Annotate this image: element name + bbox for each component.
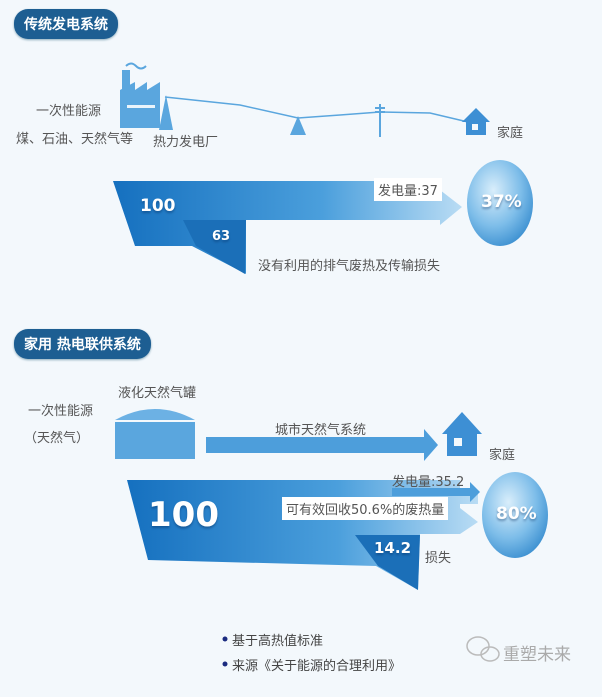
home-label: 家庭 [497,126,524,141]
recovered-label: 可有效回收50.6%的废热量 [282,497,449,520]
input-value: 100 [140,196,176,216]
gas-grid-arrow [206,429,438,461]
wechat-icon [466,636,500,662]
house-icon [442,412,482,456]
fuel-label: （天然气） [24,431,90,446]
tower-icon [290,116,306,135]
loss-label: 没有利用的排气废热及传输损失 [258,259,441,274]
tank-label: 液化天然气罐 [118,386,197,401]
section-title-traditional: 传统发电系统 [14,9,118,39]
home-label: 家庭 [489,448,516,463]
power-arrow [392,482,480,502]
input-flow-band [113,181,462,274]
note: 基于高热值标准 [232,634,324,649]
loss-value: 14.2 [374,539,412,557]
efficiency-circle [467,160,533,246]
watermark: 重塑未来 [503,645,571,665]
output-label: 发电量:37 [374,178,442,201]
fuels-label: 煤、石油、天然气等 [16,132,134,147]
output-label: 发电量:35.2 [392,475,465,490]
gas-grid-label: 城市天然气系统 [275,423,367,438]
section-title-chp: 家用 热电联供系统 [14,329,151,359]
pole-icon [375,104,385,137]
loss-flow-band [355,535,420,590]
loss-label: 损失 [425,551,452,566]
bullet-icon [222,661,228,667]
input-value: 100 [148,495,219,535]
loss-value: 63 [212,229,231,244]
plant-label: 热力发电厂 [153,135,219,150]
efficiency-value: 80% [496,504,537,524]
factory-icon [120,62,160,128]
loss-flow-band [183,220,246,274]
primary-energy-label: 一次性能源 [36,104,102,119]
primary-energy-label: 一次性能源 [28,404,94,419]
note: 来源《关于能源的合理利用》 [232,659,402,674]
power-line [164,96,469,123]
house-icon [462,108,490,135]
efficiency-circle [482,472,548,558]
gas-tank-icon [115,409,195,459]
tower-icon [159,95,173,130]
efficiency-value: 37% [481,192,522,212]
bullet-icon [222,636,228,642]
